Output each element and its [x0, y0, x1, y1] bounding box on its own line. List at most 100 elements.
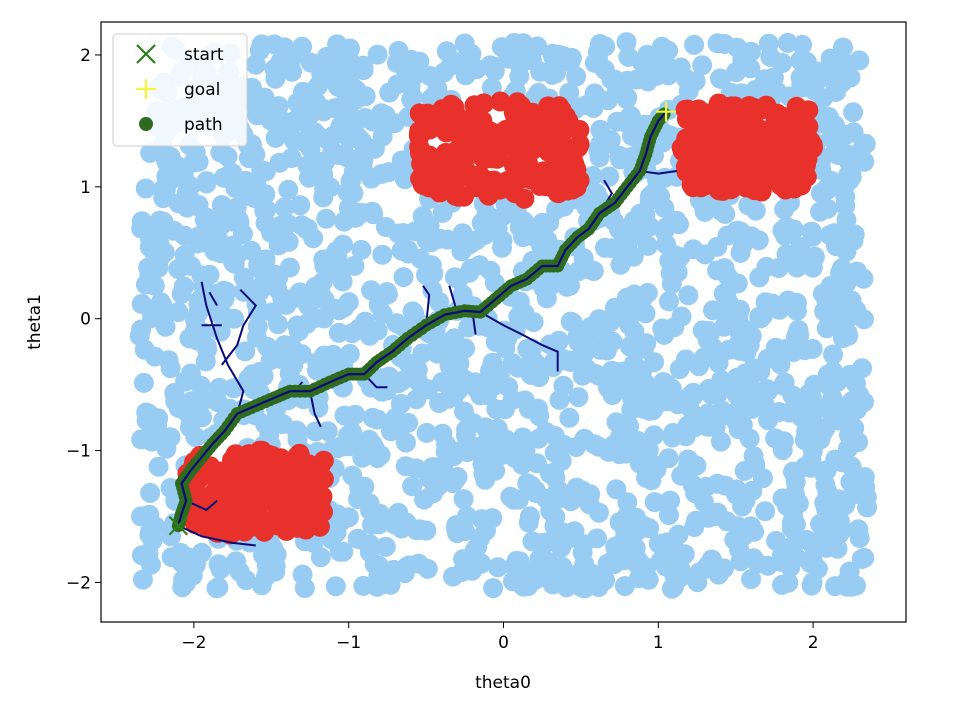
free-sample-point: [305, 421, 326, 442]
y-tick-label: 0: [80, 310, 91, 330]
free-sample-point: [246, 294, 267, 315]
free-sample-point: [394, 563, 415, 584]
free-sample-point: [148, 408, 169, 429]
free-sample-point: [217, 146, 238, 167]
free-sample-point: [839, 425, 859, 445]
free-sample-point: [609, 219, 630, 240]
free-sample-point: [835, 225, 856, 246]
free-sample-point: [406, 389, 427, 410]
free-sample-point: [421, 232, 442, 253]
free-sample-point: [763, 67, 784, 88]
obstacle-sample-point: [497, 170, 518, 191]
obstacle-sample-point: [548, 183, 569, 204]
free-sample-point: [828, 410, 849, 431]
free-sample-point: [708, 353, 729, 374]
free-sample-point: [284, 130, 305, 151]
free-sample-point: [483, 578, 504, 599]
free-sample-point: [168, 302, 189, 322]
free-sample-point: [361, 280, 382, 301]
obstacle-sample-point: [410, 168, 431, 189]
free-sample-point: [455, 425, 476, 446]
free-sample-point: [716, 282, 737, 303]
free-sample-point: [371, 164, 392, 184]
legend-label-start: start: [184, 45, 224, 65]
tree-branch: [200, 281, 245, 414]
free-sample-point: [163, 220, 184, 241]
free-sample-point: [154, 242, 175, 263]
obstacle-sample-point: [261, 465, 282, 486]
free-sample-point: [547, 520, 568, 541]
free-sample-point: [644, 492, 665, 513]
free-sample-point: [588, 140, 609, 160]
free-sample-point: [206, 578, 227, 599]
free-sample-point: [328, 144, 349, 165]
free-sample-point: [285, 110, 306, 131]
free-sample-point: [755, 501, 776, 522]
free-sample-point: [131, 211, 152, 232]
obstacle-sample-point: [409, 103, 430, 124]
free-sample-point: [574, 578, 595, 599]
free-sample-point: [422, 280, 443, 301]
start-marker: [168, 515, 189, 536]
free-sample-point: [601, 307, 622, 328]
free-sample-point: [633, 338, 654, 359]
free-sample-point: [339, 343, 360, 364]
obstacle-sample-point: [241, 446, 262, 467]
free-sample-point: [660, 490, 681, 511]
free-sample-point: [548, 488, 569, 509]
free-sample-point: [181, 410, 201, 431]
free-sample-point: [175, 371, 196, 392]
free-sample-point: [531, 236, 552, 257]
free-sample-point: [539, 212, 560, 233]
free-sample-point: [476, 520, 496, 541]
free-sample-point: [765, 428, 786, 449]
free-sample-point: [269, 152, 290, 173]
free-sample-point: [402, 301, 423, 322]
free-sample-point: [337, 182, 358, 203]
free-sample-point: [560, 311, 581, 332]
free-sample-point: [454, 521, 475, 542]
free-sample-point: [538, 552, 559, 572]
free-sample-point: [648, 533, 669, 554]
goal-marker: [656, 101, 677, 122]
free-sample-point: [630, 203, 651, 224]
free-sample-point: [635, 303, 656, 324]
free-sample-point: [359, 493, 380, 514]
obstacle-sample-point: [197, 517, 218, 538]
free-sample-point: [840, 67, 861, 88]
free-sample-point: [436, 41, 457, 62]
free-sample-point: [406, 520, 427, 541]
free-sample-point: [840, 364, 860, 385]
obstacle-sample-point: [710, 112, 731, 133]
free-sample-point: [652, 390, 673, 411]
free-sample-point: [788, 339, 809, 360]
free-sample-point: [322, 247, 342, 268]
tree-branch: [422, 285, 431, 326]
free-sample-point: [752, 468, 773, 489]
free-sample-point: [148, 456, 169, 477]
free-sample-point: [689, 356, 709, 377]
free-sample-point: [801, 575, 822, 596]
free-sample-point: [432, 202, 453, 223]
free-sample-point: [505, 319, 526, 340]
obstacle-sample-point: [490, 91, 511, 112]
free-sample-point: [678, 449, 699, 470]
free-sample-point: [820, 275, 841, 296]
free-sample-point: [459, 262, 480, 283]
free-sample-point: [555, 349, 576, 370]
free-sample-point: [340, 38, 360, 59]
free-sample-point: [666, 210, 687, 231]
free-sample-point: [274, 197, 295, 218]
free-sample-point: [828, 489, 849, 510]
free-sample-point: [650, 186, 671, 207]
free-sample-point: [826, 520, 847, 541]
free-sample-point: [772, 545, 792, 566]
free-sample-point: [813, 88, 834, 108]
free-sample-point: [551, 537, 572, 558]
path-line: [177, 110, 667, 526]
free-sample-point: [540, 463, 560, 484]
free-sample-point: [378, 368, 398, 389]
free-sample-point: [743, 548, 764, 569]
obstacle-sample-point: [514, 117, 535, 138]
free-sample-point: [158, 350, 179, 371]
